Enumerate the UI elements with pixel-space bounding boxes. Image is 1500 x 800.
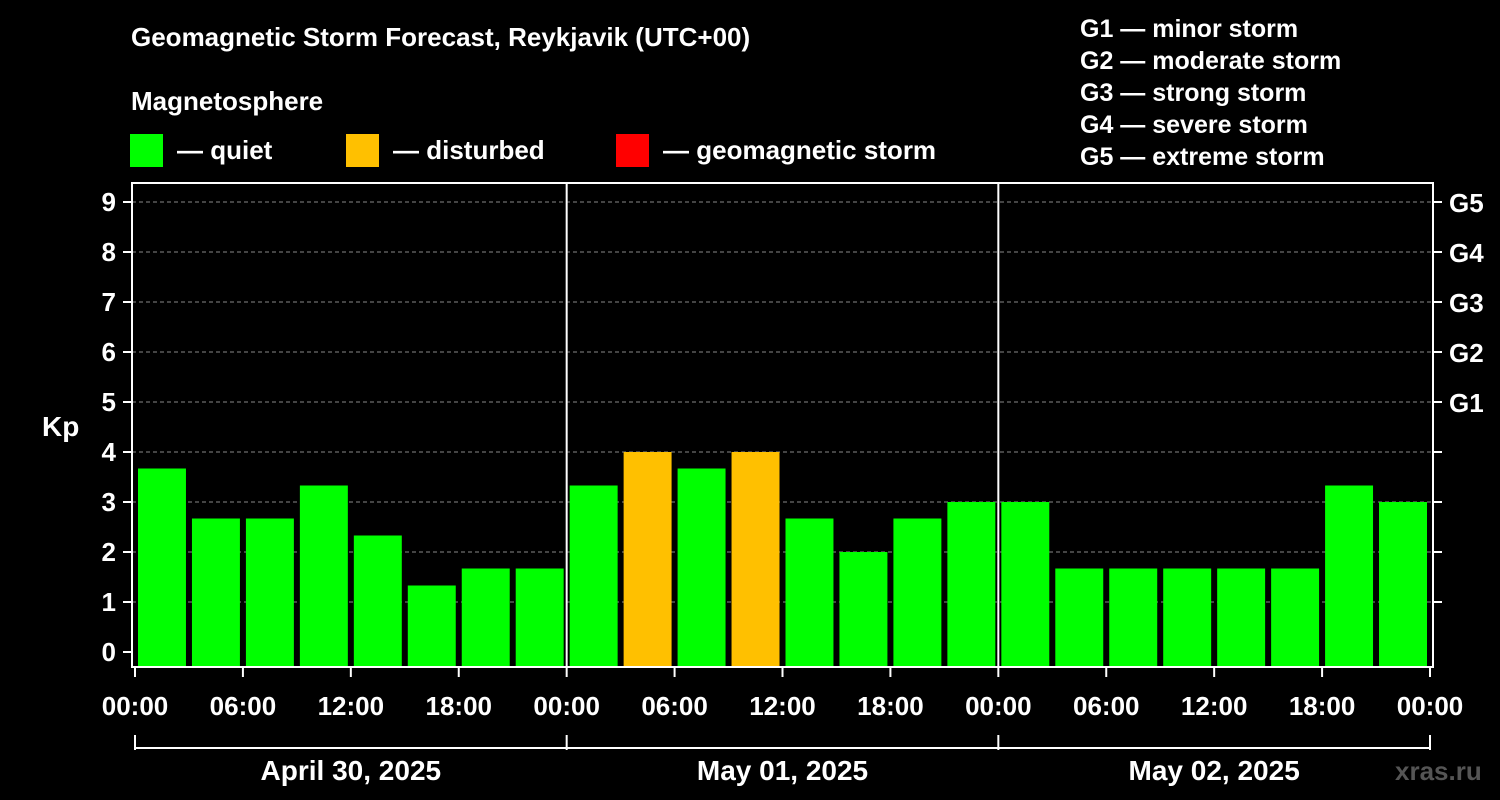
y-tick-label: 8 <box>102 237 116 267</box>
legend-storm: — geomagnetic storm <box>616 133 936 167</box>
storm-level-g3: G3 — strong storm <box>1080 79 1307 107</box>
kp-bar <box>569 485 618 667</box>
kp-bar <box>515 568 564 667</box>
x-tick-label: 18:00 <box>426 691 493 721</box>
kp-bar <box>947 502 996 667</box>
x-tick-label: 18:00 <box>1289 691 1356 721</box>
kp-bar <box>245 518 294 667</box>
y-tick-label: 2 <box>102 537 116 567</box>
y-tick-label: 6 <box>102 337 116 367</box>
x-tick-label: 00:00 <box>102 691 169 721</box>
kp-bar <box>407 585 456 667</box>
x-tick-label: 00:00 <box>965 691 1032 721</box>
storm-level-g1: G1 — minor storm <box>1080 15 1299 43</box>
kp-bar <box>623 452 672 667</box>
y-axis-label: Kp <box>42 411 80 442</box>
x-tick-label: 06:00 <box>210 691 277 721</box>
storm-level-label: G5 <box>1449 188 1484 218</box>
storm-level-label: G3 <box>1449 288 1484 318</box>
kp-bar <box>839 552 888 667</box>
day-label: May 01, 2025 <box>697 755 868 786</box>
kp-bar <box>893 518 942 667</box>
storm-scale-legend: G1 — minor storm G2 — moderate storm G3 … <box>1080 13 1341 173</box>
storm-level-g5: G5 — extreme storm <box>1080 143 1325 171</box>
magnetosphere-label: Magnetosphere <box>131 86 324 116</box>
legend-label-disturbed: — disturbed <box>393 134 545 165</box>
kp-bar <box>1325 485 1374 667</box>
legend-swatch-disturbed <box>346 133 379 167</box>
legend-disturbed: — disturbed <box>346 133 545 167</box>
storm-level-label: G1 <box>1449 388 1484 418</box>
kp-bar <box>138 468 186 667</box>
day-label: May 02, 2025 <box>1129 755 1300 786</box>
kp-bar <box>1109 568 1158 667</box>
x-tick-label: 12:00 <box>749 691 816 721</box>
kp-bar <box>1001 502 1050 667</box>
kp-bar <box>299 485 348 667</box>
y-tick-label: 5 <box>102 387 116 417</box>
day-label: April 30, 2025 <box>261 755 442 786</box>
y-tick-label: 1 <box>102 587 116 617</box>
x-tick-label: 12:00 <box>318 691 385 721</box>
storm-level-label: G4 <box>1449 238 1484 268</box>
chart-title: Geomagnetic Storm Forecast, Reykjavik (U… <box>131 22 751 52</box>
x-tick-label: 06:00 <box>641 691 708 721</box>
kp-bar <box>353 535 402 667</box>
kp-bar <box>461 568 510 667</box>
y-tick-label: 7 <box>102 287 116 317</box>
kp-bar <box>677 468 726 667</box>
kp-bar <box>1163 568 1212 667</box>
kp-bar <box>785 518 834 667</box>
y-tick-label: 3 <box>102 487 116 517</box>
kp-bar <box>1379 502 1427 667</box>
x-tick-label: 18:00 <box>857 691 924 721</box>
y-tick-label: 0 <box>102 637 116 667</box>
storm-level-g4: G4 — severe storm <box>1080 111 1308 139</box>
legend-swatch-storm <box>616 133 649 167</box>
kp-bar <box>731 452 780 667</box>
kp-bar <box>1217 568 1266 667</box>
y-tick-label: 4 <box>102 437 117 467</box>
legend-swatch-quiet <box>130 133 163 167</box>
kp-bar <box>1055 568 1104 667</box>
y-tick-label: 9 <box>102 187 116 217</box>
legend-label-quiet: — quiet <box>177 134 273 165</box>
x-tick-label: 00:00 <box>1397 691 1464 721</box>
watermark: xras.ru <box>1395 756 1482 786</box>
storm-level-g2: G2 — moderate storm <box>1080 47 1342 75</box>
x-tick-label: 12:00 <box>1181 691 1248 721</box>
x-tick-label: 06:00 <box>1073 691 1140 721</box>
legend-quiet: — quiet <box>130 133 272 167</box>
kp-bar <box>1271 568 1320 667</box>
kp-bar <box>191 518 240 667</box>
storm-level-label: G2 <box>1449 338 1484 368</box>
x-tick-label: 00:00 <box>533 691 600 721</box>
legend-label-storm: — geomagnetic storm <box>663 134 937 165</box>
